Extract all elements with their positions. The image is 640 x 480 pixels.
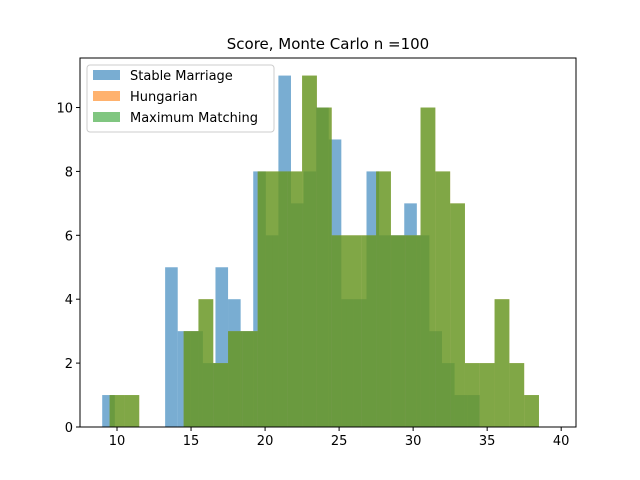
bars-layer <box>102 75 539 428</box>
bar-maximum-matching <box>509 363 525 427</box>
y-tick-label: 0 <box>65 421 73 436</box>
y-axis: 0 2 4 6 8 10 <box>56 102 80 436</box>
bar-maximum-matching <box>524 395 539 427</box>
bar-maximum-matching <box>213 363 229 427</box>
legend-swatch-stable-marriage <box>93 70 120 80</box>
y-tick-label: 2 <box>65 357 73 372</box>
bar-maximum-matching <box>316 107 332 428</box>
bar-maximum-matching <box>242 331 258 427</box>
y-tick-label: 4 <box>65 293 73 308</box>
plot-frame <box>79 57 577 428</box>
bar-maximum-matching <box>287 171 303 427</box>
legend-swatch-hungarian <box>93 91 120 101</box>
bar-maximum-matching <box>390 235 406 427</box>
bar-maximum-matching <box>124 395 140 427</box>
x-axis: 10 15 20 25 30 35 40 <box>109 427 570 449</box>
x-tick-label: 40 <box>553 434 570 449</box>
bar-maximum-matching <box>109 395 125 427</box>
bar-stable-marriage <box>165 267 178 427</box>
bar-maximum-matching <box>450 203 465 427</box>
legend-label-stable-marriage: Stable Marriage <box>130 69 233 84</box>
legend-swatch-maximum-matching <box>93 112 120 122</box>
x-tick-label: 30 <box>405 434 422 449</box>
bar-maximum-matching <box>420 107 436 428</box>
y-tick-label: 8 <box>65 165 73 180</box>
bar-maximum-matching <box>198 299 214 427</box>
bar-maximum-matching <box>361 235 377 427</box>
legend: Stable Marriage Hungarian Maximum Matchi… <box>86 64 275 133</box>
bar-maximum-matching <box>331 235 347 427</box>
bar-maximum-matching <box>302 75 317 428</box>
legend-box <box>86 64 275 133</box>
x-tick-label: 20 <box>257 434 274 449</box>
bar-maximum-matching <box>435 171 451 427</box>
legend-label-hungarian: Hungarian <box>130 90 198 105</box>
bar-maximum-matching <box>405 235 421 427</box>
bar-maximum-matching <box>346 235 362 427</box>
x-tick-label: 35 <box>479 434 496 449</box>
bar-maximum-matching <box>494 299 510 427</box>
bar-maximum-matching <box>272 171 288 427</box>
x-tick-label: 25 <box>331 434 348 449</box>
y-tick-label: 10 <box>56 102 73 117</box>
chart-title: Score, Monte Carlo n =100 <box>227 35 429 53</box>
bar-maximum-matching <box>464 363 480 427</box>
bar-maximum-matching <box>257 171 273 427</box>
x-tick-label: 15 <box>183 434 200 449</box>
legend-label-maximum-matching: Maximum Matching <box>130 111 258 126</box>
bar-maximum-matching <box>376 171 391 427</box>
bar-maximum-matching <box>183 331 199 427</box>
bar-maximum-matching <box>228 331 243 427</box>
bar-maximum-matching <box>479 363 495 427</box>
y-tick-label: 6 <box>65 229 73 244</box>
x-tick-label: 10 <box>109 434 126 449</box>
